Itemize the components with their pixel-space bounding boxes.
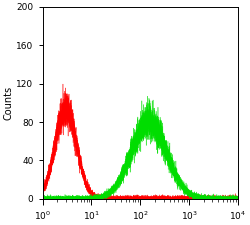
- Y-axis label: Counts: Counts: [4, 86, 14, 120]
